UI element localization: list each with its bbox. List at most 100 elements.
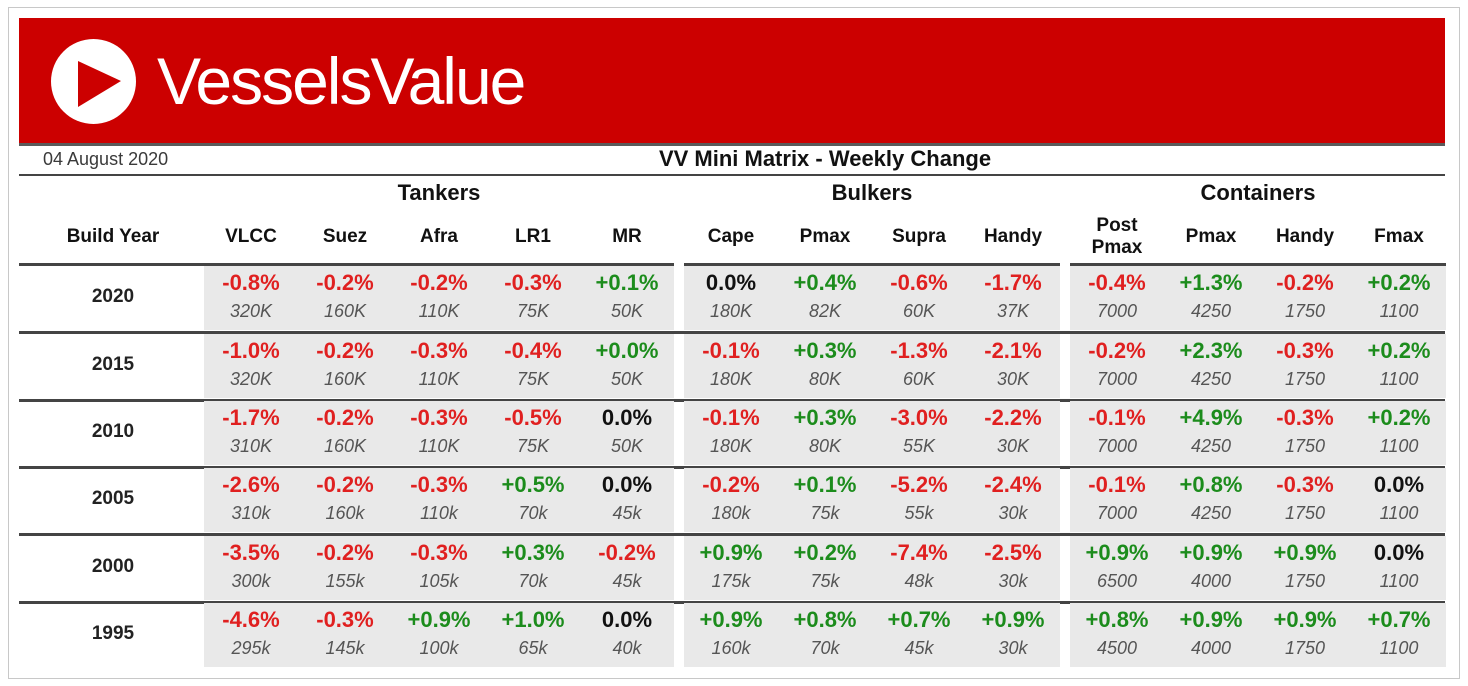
vessel-size-label: 75k [810,503,840,523]
vessel-size-label: 7000 [1096,436,1138,456]
vessel-size-label: 70k [518,503,548,523]
matrix-cell: +0.4% 82K [778,270,872,323]
matrix-cell: +0.3% 70k [486,540,580,593]
vessel-size-label: 320K [229,301,273,321]
row-divider [19,399,1445,402]
matrix-cell: -0.2% 180k [684,472,778,525]
matrix-cell: 0.0% 45k [580,472,674,525]
weekly-change-value: 0.0% [601,472,653,497]
vessel-size-label: 160k [325,503,365,523]
vessel-size-label: 1750 [1284,571,1326,591]
matrix-cell: -2.1% 30K [966,338,1060,391]
vessel-size-label: 4250 [1190,503,1232,523]
matrix-cell: -0.3% 110K [392,405,486,458]
weekly-change-value: +2.3% [1179,338,1243,363]
weekly-change-value: +0.9% [699,607,763,632]
matrix-cell: 0.0% 1100 [1352,540,1446,593]
weekly-change-value: +0.0% [595,338,659,363]
matrix-cell: -0.2% 160K [298,270,392,323]
divider [19,143,1445,146]
matrix-cell: -7.4% 48k [872,540,966,593]
weekly-change-value: +0.1% [595,270,659,295]
row-shading [684,536,1060,600]
matrix-cell: +0.3% 80K [778,338,872,391]
vessel-size-label: 320K [229,369,273,389]
matrix-cell: -0.6% 60K [872,270,966,323]
matrix-cell: -0.5% 75K [486,405,580,458]
matrix-cell: +0.9% 1750 [1258,540,1352,593]
weekly-change-value: -0.3% [1276,472,1334,497]
weekly-change-value: -0.2% [410,270,468,295]
vessel-size-label: 4250 [1190,436,1232,456]
column-header: Supra [892,226,946,247]
matrix-cell: -0.3% 1750 [1258,338,1352,391]
row-shading [684,603,1060,667]
weekly-change-value: -0.2% [316,270,374,295]
matrix-cell: +0.8% 70k [778,607,872,660]
vessel-size-label: 30k [998,571,1028,591]
vessel-size-label: 80K [808,369,842,389]
row-shading [204,266,674,330]
weekly-change-value: +0.8% [1179,472,1243,497]
matrix-cell: +0.2% 75k [778,540,872,593]
weekly-change-value: +0.4% [793,270,857,295]
matrix-cell: +0.8% 4500 [1070,607,1164,660]
matrix-cell: +0.9% 1750 [1258,607,1352,660]
weekly-change-value: 0.0% [601,405,653,430]
vessel-size-label: 75k [810,571,840,591]
matrix-cell: -0.1% 7000 [1070,405,1164,458]
weekly-change-value: -0.2% [316,338,374,363]
vessel-size-label: 55k [904,503,934,523]
vessel-size-label: 75K [516,369,550,389]
weekly-change-value: -3.5% [222,540,280,565]
column-header: Handy [983,226,1043,247]
matrix-cell: -1.7% 310K [204,405,298,458]
weekly-change-value: -0.5% [504,405,562,430]
vessel-size-label: 50K [610,301,644,321]
vessel-size-label: 155k [325,571,365,591]
vessel-size-label: 45k [612,571,642,591]
vessel-size-label: 37K [996,301,1030,321]
weekly-change-value: -4.6% [222,607,280,632]
weekly-change-value: +0.7% [1367,607,1431,632]
weekly-change-value: +4.9% [1179,405,1243,430]
weekly-change-value: -0.2% [1276,270,1334,295]
matrix-cell: +1.3% 4250 [1164,270,1258,323]
weekly-change-value: +1.0% [501,607,565,632]
weekly-change-value: -2.5% [984,540,1042,565]
weekly-change-value: -1.7% [222,405,280,430]
vessel-size-label: 180k [711,503,751,523]
vessel-size-label: 1750 [1284,301,1326,321]
weekly-change-value: -0.3% [410,540,468,565]
weekly-change-value: -2.6% [222,472,280,497]
vessel-size-label: 4000 [1190,571,1232,591]
row-shading [1070,603,1446,667]
matrix-cell: -0.3% 145k [298,607,392,660]
row-shading [1070,266,1446,330]
row-shading [204,401,674,465]
group-divider [1070,263,1446,266]
vessel-size-label: 7000 [1096,369,1138,389]
matrix-cell: +4.9% 4250 [1164,405,1258,458]
build-year: 1995 [91,623,135,644]
vessel-size-label: 300k [231,571,271,591]
row-shading [204,603,674,667]
report-title: VV Mini Matrix - Weekly Change [658,146,992,171]
row-shading [204,334,674,398]
matrix-cell: -0.2% 1750 [1258,270,1352,323]
vessel-size-label: 110K [418,369,460,389]
vessel-size-label: 1750 [1284,369,1326,389]
row-shading [204,468,674,532]
weekly-change-value: +0.3% [793,405,857,430]
matrix-cell: -0.2% 45k [580,540,674,593]
divider [19,174,1445,176]
weekly-change-value: +0.8% [1085,607,1149,632]
row-shading [1070,401,1446,465]
vessel-size-label: 1100 [1379,571,1419,591]
matrix-cell: -3.0% 55K [872,405,966,458]
weekly-change-value: -0.2% [316,472,374,497]
vesselsvalue-logo-icon [51,39,136,124]
weekly-change-value: -0.2% [316,405,374,430]
vessel-size-label: 1750 [1284,503,1326,523]
vessel-size-label: 80K [808,436,842,456]
